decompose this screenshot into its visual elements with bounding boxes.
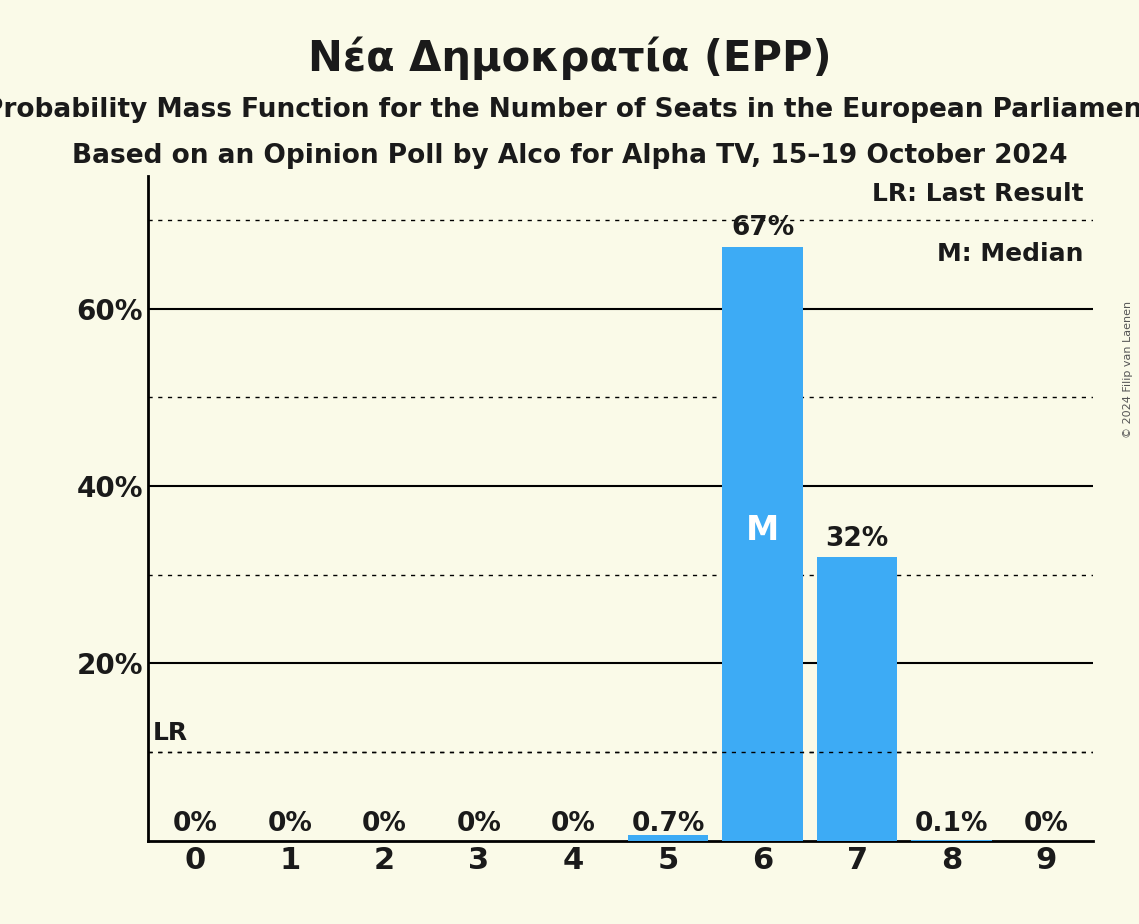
Text: 0%: 0% bbox=[551, 811, 596, 837]
Text: M: M bbox=[746, 514, 779, 547]
Text: Probability Mass Function for the Number of Seats in the European Parliament: Probability Mass Function for the Number… bbox=[0, 97, 1139, 123]
Text: 67%: 67% bbox=[731, 215, 794, 241]
Text: LR: LR bbox=[153, 721, 188, 745]
Text: 0%: 0% bbox=[1024, 811, 1068, 837]
Text: © 2024 Filip van Laenen: © 2024 Filip van Laenen bbox=[1123, 301, 1133, 438]
Text: 0%: 0% bbox=[457, 811, 501, 837]
Text: Νέα Δημοκρατία (EPP): Νέα Δημοκρατία (EPP) bbox=[308, 37, 831, 80]
Text: 0.1%: 0.1% bbox=[915, 811, 989, 837]
Text: 0%: 0% bbox=[362, 811, 407, 837]
Bar bbox=[722, 247, 803, 841]
Text: 0%: 0% bbox=[268, 811, 312, 837]
Text: 0.7%: 0.7% bbox=[631, 811, 705, 837]
Text: M: Median: M: Median bbox=[937, 242, 1084, 266]
Text: 0%: 0% bbox=[173, 811, 218, 837]
Text: Based on an Opinion Poll by Alco for Alpha TV, 15–19 October 2024: Based on an Opinion Poll by Alco for Alp… bbox=[72, 143, 1067, 169]
Bar bbox=[628, 834, 708, 841]
Text: 32%: 32% bbox=[826, 526, 888, 552]
Bar bbox=[817, 557, 898, 841]
Text: LR: Last Result: LR: Last Result bbox=[872, 182, 1084, 206]
